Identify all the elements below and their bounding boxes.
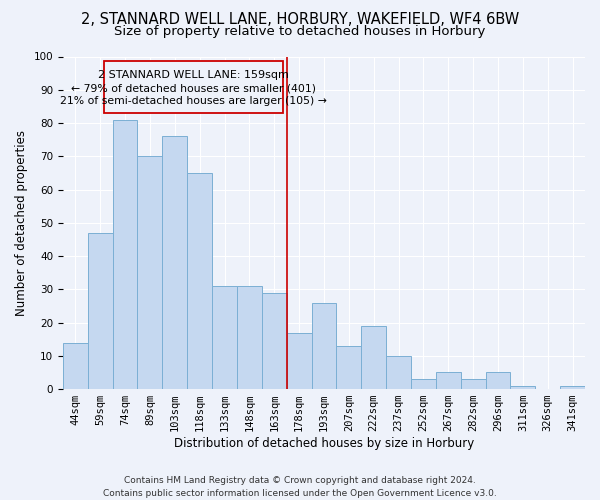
- Bar: [511, 386, 535, 389]
- Bar: [560, 386, 585, 389]
- Bar: [485, 372, 511, 389]
- Bar: [386, 356, 411, 389]
- X-axis label: Distribution of detached houses by size in Horbury: Distribution of detached houses by size …: [174, 437, 474, 450]
- Bar: [187, 173, 212, 389]
- Bar: [163, 136, 187, 389]
- Text: Size of property relative to detached houses in Horbury: Size of property relative to detached ho…: [115, 25, 485, 38]
- Bar: [113, 120, 137, 389]
- Bar: [88, 233, 113, 389]
- Bar: [311, 302, 337, 389]
- Bar: [361, 326, 386, 389]
- Bar: [237, 286, 262, 389]
- Bar: [337, 346, 361, 389]
- Bar: [212, 286, 237, 389]
- Text: 2 STANNARD WELL LANE: 159sqm: 2 STANNARD WELL LANE: 159sqm: [98, 70, 289, 80]
- Bar: [104, 62, 283, 113]
- Bar: [137, 156, 163, 389]
- Bar: [287, 332, 311, 389]
- Text: 2, STANNARD WELL LANE, HORBURY, WAKEFIELD, WF4 6BW: 2, STANNARD WELL LANE, HORBURY, WAKEFIEL…: [81, 12, 519, 28]
- Bar: [262, 292, 287, 389]
- Text: ← 79% of detached houses are smaller (401): ← 79% of detached houses are smaller (40…: [71, 83, 316, 93]
- Bar: [63, 342, 88, 389]
- Bar: [411, 379, 436, 389]
- Text: Contains HM Land Registry data © Crown copyright and database right 2024.
Contai: Contains HM Land Registry data © Crown c…: [103, 476, 497, 498]
- Text: 21% of semi-detached houses are larger (105) →: 21% of semi-detached houses are larger (…: [60, 96, 327, 106]
- Bar: [461, 379, 485, 389]
- Bar: [436, 372, 461, 389]
- Y-axis label: Number of detached properties: Number of detached properties: [15, 130, 28, 316]
